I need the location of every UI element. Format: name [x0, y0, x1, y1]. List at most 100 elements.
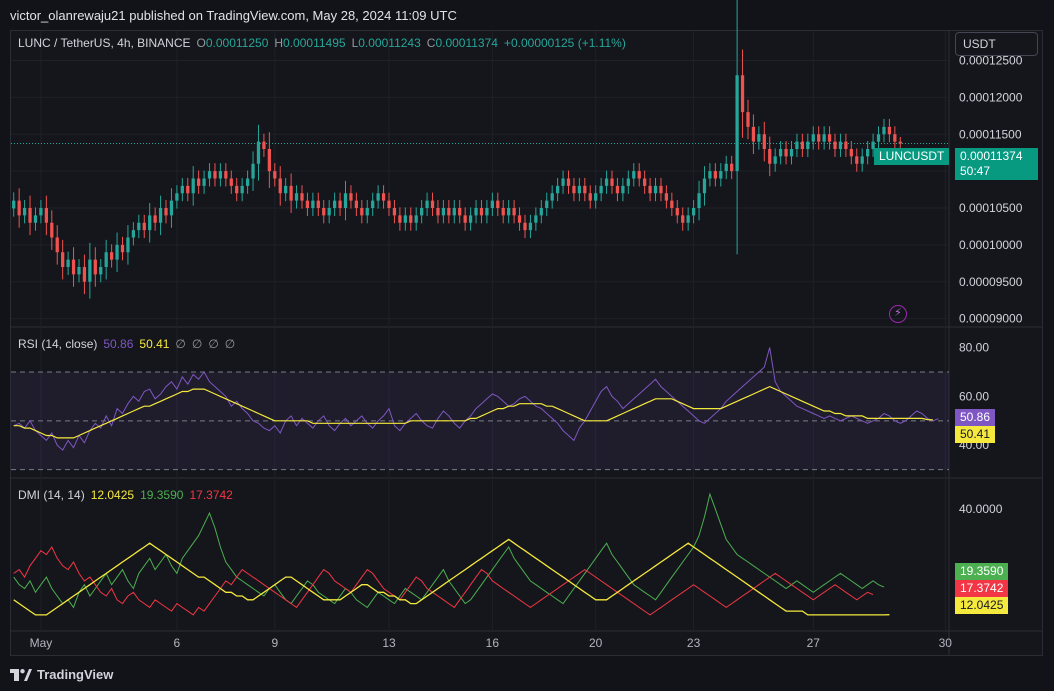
candle	[632, 171, 636, 179]
rsi-extra-1: ∅	[175, 337, 186, 351]
candle	[539, 208, 543, 216]
candle	[583, 185, 587, 194]
candle	[882, 126, 886, 135]
candle	[778, 149, 783, 157]
candle	[207, 171, 212, 179]
rsi-extra-2: ∅	[191, 337, 203, 351]
candle	[507, 208, 511, 216]
candle	[452, 208, 456, 216]
candle	[686, 215, 690, 223]
candle	[403, 215, 407, 223]
price-tick-label: 0.00010000	[959, 238, 1023, 252]
candle	[757, 134, 761, 142]
candle	[479, 208, 484, 216]
candle	[273, 171, 277, 179]
candle	[22, 208, 27, 216]
candle	[153, 215, 157, 223]
dmi-plus-tag: 19.3590	[955, 563, 1009, 580]
candle	[713, 171, 717, 179]
candle	[691, 208, 696, 216]
candle	[871, 141, 875, 149]
tradingview-logo[interactable]: TradingView	[10, 667, 113, 682]
candle	[528, 222, 533, 231]
symbol-title[interactable]: LUNC / TetherUS, 4h, BINANCE	[18, 36, 191, 50]
candle	[643, 178, 647, 186]
dmi-legend: DMI (14, 14) 12.0425 19.3590 17.3742	[18, 488, 233, 502]
candle	[599, 185, 603, 194]
dmi-minus-line	[13, 546, 874, 616]
price-tick-label: 0.00011500	[959, 127, 1022, 141]
candle	[762, 134, 766, 149]
currency-selector[interactable]: USDT	[955, 32, 1038, 56]
candle	[148, 215, 152, 231]
candle	[822, 134, 826, 142]
candle	[876, 134, 881, 142]
candle	[235, 185, 239, 194]
candle	[468, 215, 473, 223]
candle	[447, 208, 451, 216]
candle	[893, 134, 897, 142]
bar-countdown: 50:47	[960, 164, 991, 178]
dmi-adx-tag: 12.0425	[955, 597, 1009, 614]
candle	[561, 178, 565, 186]
price-tick-label: 0.00009000	[959, 312, 1023, 326]
dmi-title[interactable]: DMI (14, 14)	[18, 488, 85, 502]
price-tick-label: 0.00012000	[959, 90, 1023, 104]
candle	[855, 156, 859, 164]
candle	[224, 171, 228, 179]
candle	[82, 267, 87, 282]
time-tick-label: 16	[486, 636, 500, 650]
candle	[360, 208, 364, 216]
candle	[169, 200, 174, 216]
candle	[33, 215, 38, 223]
candle	[485, 208, 489, 216]
candle	[849, 149, 853, 157]
tradingview-logo-icon	[10, 668, 32, 681]
candle	[670, 200, 674, 208]
candle	[545, 200, 549, 208]
candle	[577, 185, 582, 194]
rsi-line	[13, 347, 939, 451]
close-label: C	[426, 36, 436, 50]
candle	[28, 208, 32, 223]
price-tick-label: 0.00012500	[959, 54, 1023, 68]
candle	[740, 75, 745, 113]
rsi-legend: RSI (14, close) 50.86 50.41 ∅ ∅ ∅ ∅	[18, 337, 235, 351]
dmi-tick-label: 40.0000	[959, 502, 1003, 516]
candle	[278, 178, 282, 194]
candle	[251, 163, 255, 179]
candle	[158, 208, 163, 223]
candle	[39, 208, 43, 216]
candle	[316, 200, 320, 208]
time-tick-label: May	[30, 636, 53, 650]
tradingview-brand: TradingView	[37, 667, 114, 682]
rsi-value-tag: 50.86	[955, 409, 996, 426]
candle	[501, 208, 505, 216]
candle	[322, 208, 326, 216]
candle	[229, 178, 233, 186]
candle	[240, 185, 244, 194]
candle	[768, 149, 772, 164]
candle	[800, 141, 805, 149]
candle	[827, 134, 832, 142]
candle	[77, 267, 81, 275]
candle	[126, 237, 130, 253]
candle	[730, 163, 734, 172]
candle	[844, 141, 848, 149]
candle	[773, 156, 777, 164]
candle	[332, 200, 337, 208]
candle	[621, 185, 625, 194]
main-legend: LUNC / TetherUS, 4h, BINANCE O0.00011250…	[18, 36, 626, 50]
candle	[202, 178, 206, 186]
open-label: O	[196, 36, 206, 50]
candle	[474, 208, 478, 216]
candle	[197, 178, 201, 186]
candle	[414, 215, 418, 223]
candle	[615, 185, 620, 194]
candle	[137, 222, 141, 231]
candle	[88, 259, 92, 282]
rsi-title[interactable]: RSI (14, close)	[18, 337, 98, 351]
candle	[555, 185, 560, 194]
lightning-icon[interactable]: ⚡	[889, 305, 907, 323]
